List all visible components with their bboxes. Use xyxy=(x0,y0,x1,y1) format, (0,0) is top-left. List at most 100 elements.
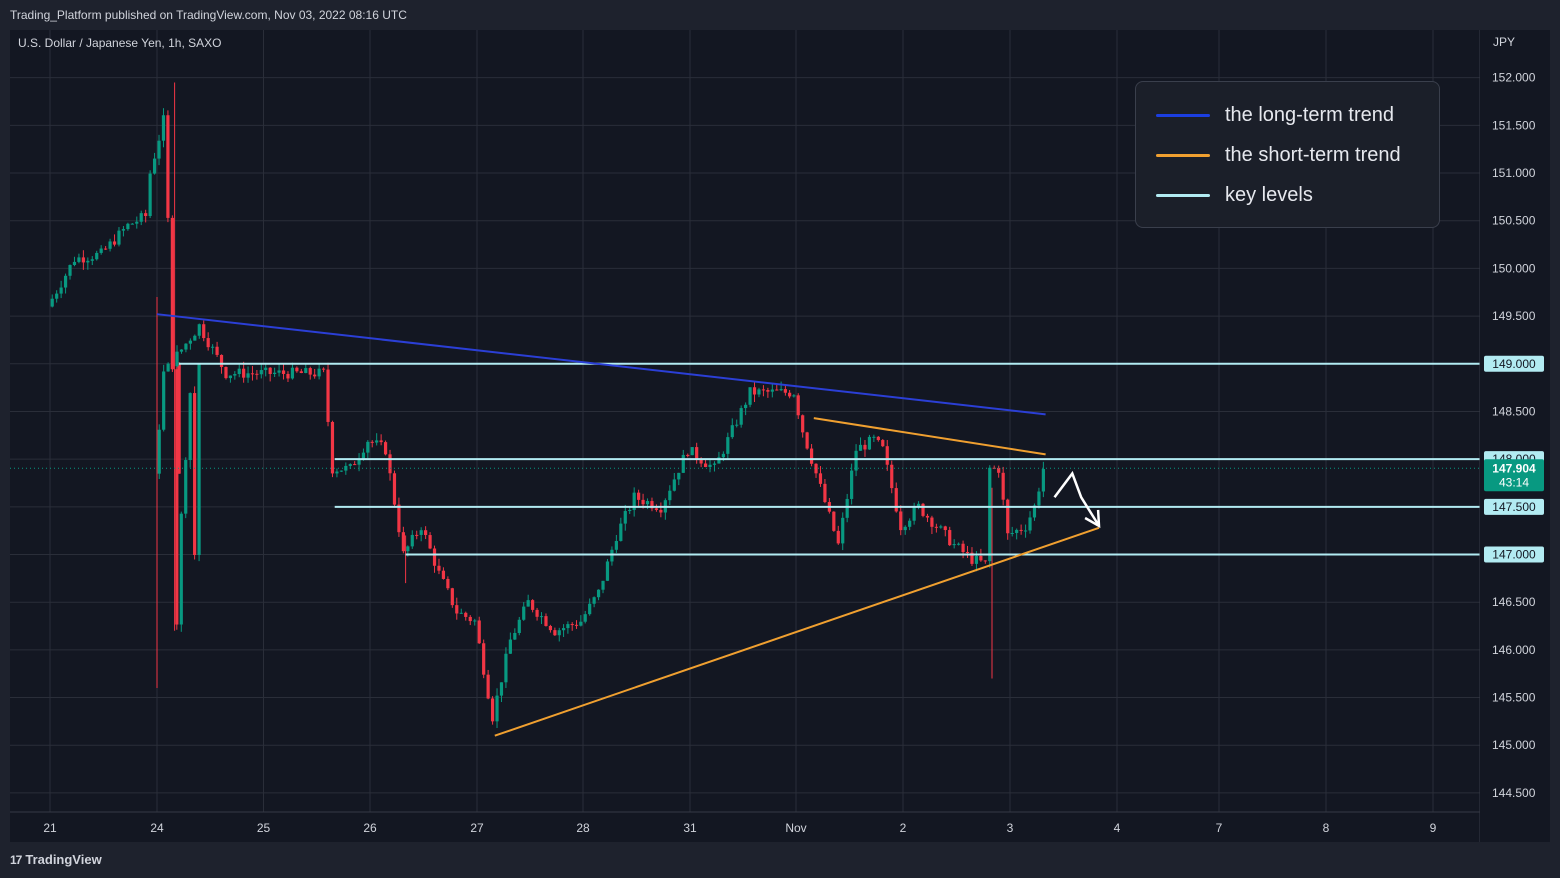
drawings xyxy=(10,313,1480,737)
candle-body xyxy=(193,393,197,556)
candles xyxy=(50,82,1045,729)
tradingview-logo-icon: 17 xyxy=(10,853,22,867)
candle-body xyxy=(1006,499,1010,534)
candle-body xyxy=(175,369,179,625)
candle-body xyxy=(775,389,779,391)
candle-body xyxy=(277,370,281,373)
candle-body xyxy=(268,367,272,375)
candle-body xyxy=(570,624,574,626)
candle-body xyxy=(983,560,987,562)
y-tick-label: 150.500 xyxy=(1492,214,1536,228)
candle-body xyxy=(553,630,557,636)
candle-body xyxy=(823,483,827,503)
candle-body xyxy=(526,600,530,607)
y-tick-label: 149.500 xyxy=(1492,309,1536,323)
candle-body xyxy=(290,367,295,379)
candle-body xyxy=(943,526,947,531)
key-level-tag xyxy=(1484,498,1544,515)
candle-body xyxy=(490,698,495,722)
candle-body xyxy=(659,509,663,513)
key-level-tag-label: 147.500 xyxy=(1492,500,1536,514)
candle-body xyxy=(885,446,889,465)
candle-body xyxy=(419,530,423,535)
candle-body xyxy=(721,453,725,458)
candle-body xyxy=(961,543,965,553)
candle-body xyxy=(921,503,925,516)
candle-body xyxy=(726,437,730,454)
candle-body xyxy=(934,526,938,528)
candle-body xyxy=(654,508,659,510)
candle-body xyxy=(197,364,201,556)
candle-body xyxy=(401,532,405,552)
candle-body xyxy=(379,440,383,443)
projection-arrow xyxy=(1053,470,1101,527)
x-tick-labels: 21 24 25 26 27 28 31 Nov 2 3 4 7 8 9 xyxy=(43,821,1436,835)
candle-body xyxy=(535,609,539,617)
candle-body xyxy=(184,343,188,350)
candle-body xyxy=(126,223,130,230)
candle-body xyxy=(836,530,840,544)
candle-body xyxy=(974,555,979,564)
candle-body xyxy=(406,546,410,552)
candle-body xyxy=(468,616,472,622)
candle-body xyxy=(574,624,579,626)
tradingview-logo[interactable]: 17 TradingView xyxy=(10,845,102,875)
candle-body xyxy=(876,436,880,441)
candle-body xyxy=(916,503,921,508)
candle-body xyxy=(188,393,192,461)
candle-body xyxy=(841,517,845,544)
candle-body xyxy=(1019,529,1023,531)
candle-body xyxy=(1023,530,1028,532)
candle-body xyxy=(166,115,170,218)
candle-body xyxy=(681,454,685,473)
candle-body xyxy=(601,580,605,590)
key-level-tag xyxy=(1484,546,1544,563)
candle-body xyxy=(739,408,743,425)
price-axis[interactable] xyxy=(1480,30,1550,842)
candle-body xyxy=(450,588,454,606)
current-price-value: 147.904 xyxy=(1492,461,1536,475)
candle-body xyxy=(610,549,614,562)
candle-body xyxy=(699,459,703,464)
candle-body xyxy=(766,390,770,392)
candle-body xyxy=(264,367,268,371)
candle-body xyxy=(495,695,499,722)
candle-body xyxy=(215,346,219,355)
candle-body xyxy=(117,230,121,245)
candle-body xyxy=(539,616,544,618)
y-tick-label: 146.000 xyxy=(1492,643,1536,657)
candle-body xyxy=(752,387,757,395)
candle-body xyxy=(206,338,210,348)
candle-body xyxy=(313,374,317,377)
candle-body xyxy=(668,490,672,501)
candle-body xyxy=(695,447,699,460)
key-level-tag xyxy=(1484,355,1544,372)
candle-body xyxy=(592,597,596,604)
candle-body xyxy=(779,389,783,391)
candle-body xyxy=(321,368,326,370)
candle-body xyxy=(112,241,117,245)
y-tick-label: 145.000 xyxy=(1492,738,1536,752)
candle-body xyxy=(415,534,419,536)
candle-body xyxy=(361,452,366,459)
candle-body xyxy=(912,507,916,521)
candle-body xyxy=(152,158,157,174)
candle-body xyxy=(366,441,370,453)
candle-body xyxy=(170,217,174,370)
y-tick-label: 150.000 xyxy=(1492,261,1536,275)
candle-body xyxy=(304,368,308,374)
candle-body xyxy=(242,368,246,378)
x-tick-label: 31 xyxy=(683,821,697,835)
candle-body xyxy=(890,464,894,489)
legend-label: the short-term trend xyxy=(1225,144,1401,166)
published-header: Trading_Platform published on TradingVie… xyxy=(0,0,1560,30)
candle-body xyxy=(548,625,553,631)
candle-body xyxy=(211,346,215,348)
candle-body xyxy=(135,221,139,224)
candle-body xyxy=(792,395,796,397)
candle-body xyxy=(224,366,228,379)
candle-body xyxy=(86,260,90,263)
candle-body xyxy=(121,229,126,231)
candle-body xyxy=(250,373,255,375)
candle-body xyxy=(308,368,312,375)
